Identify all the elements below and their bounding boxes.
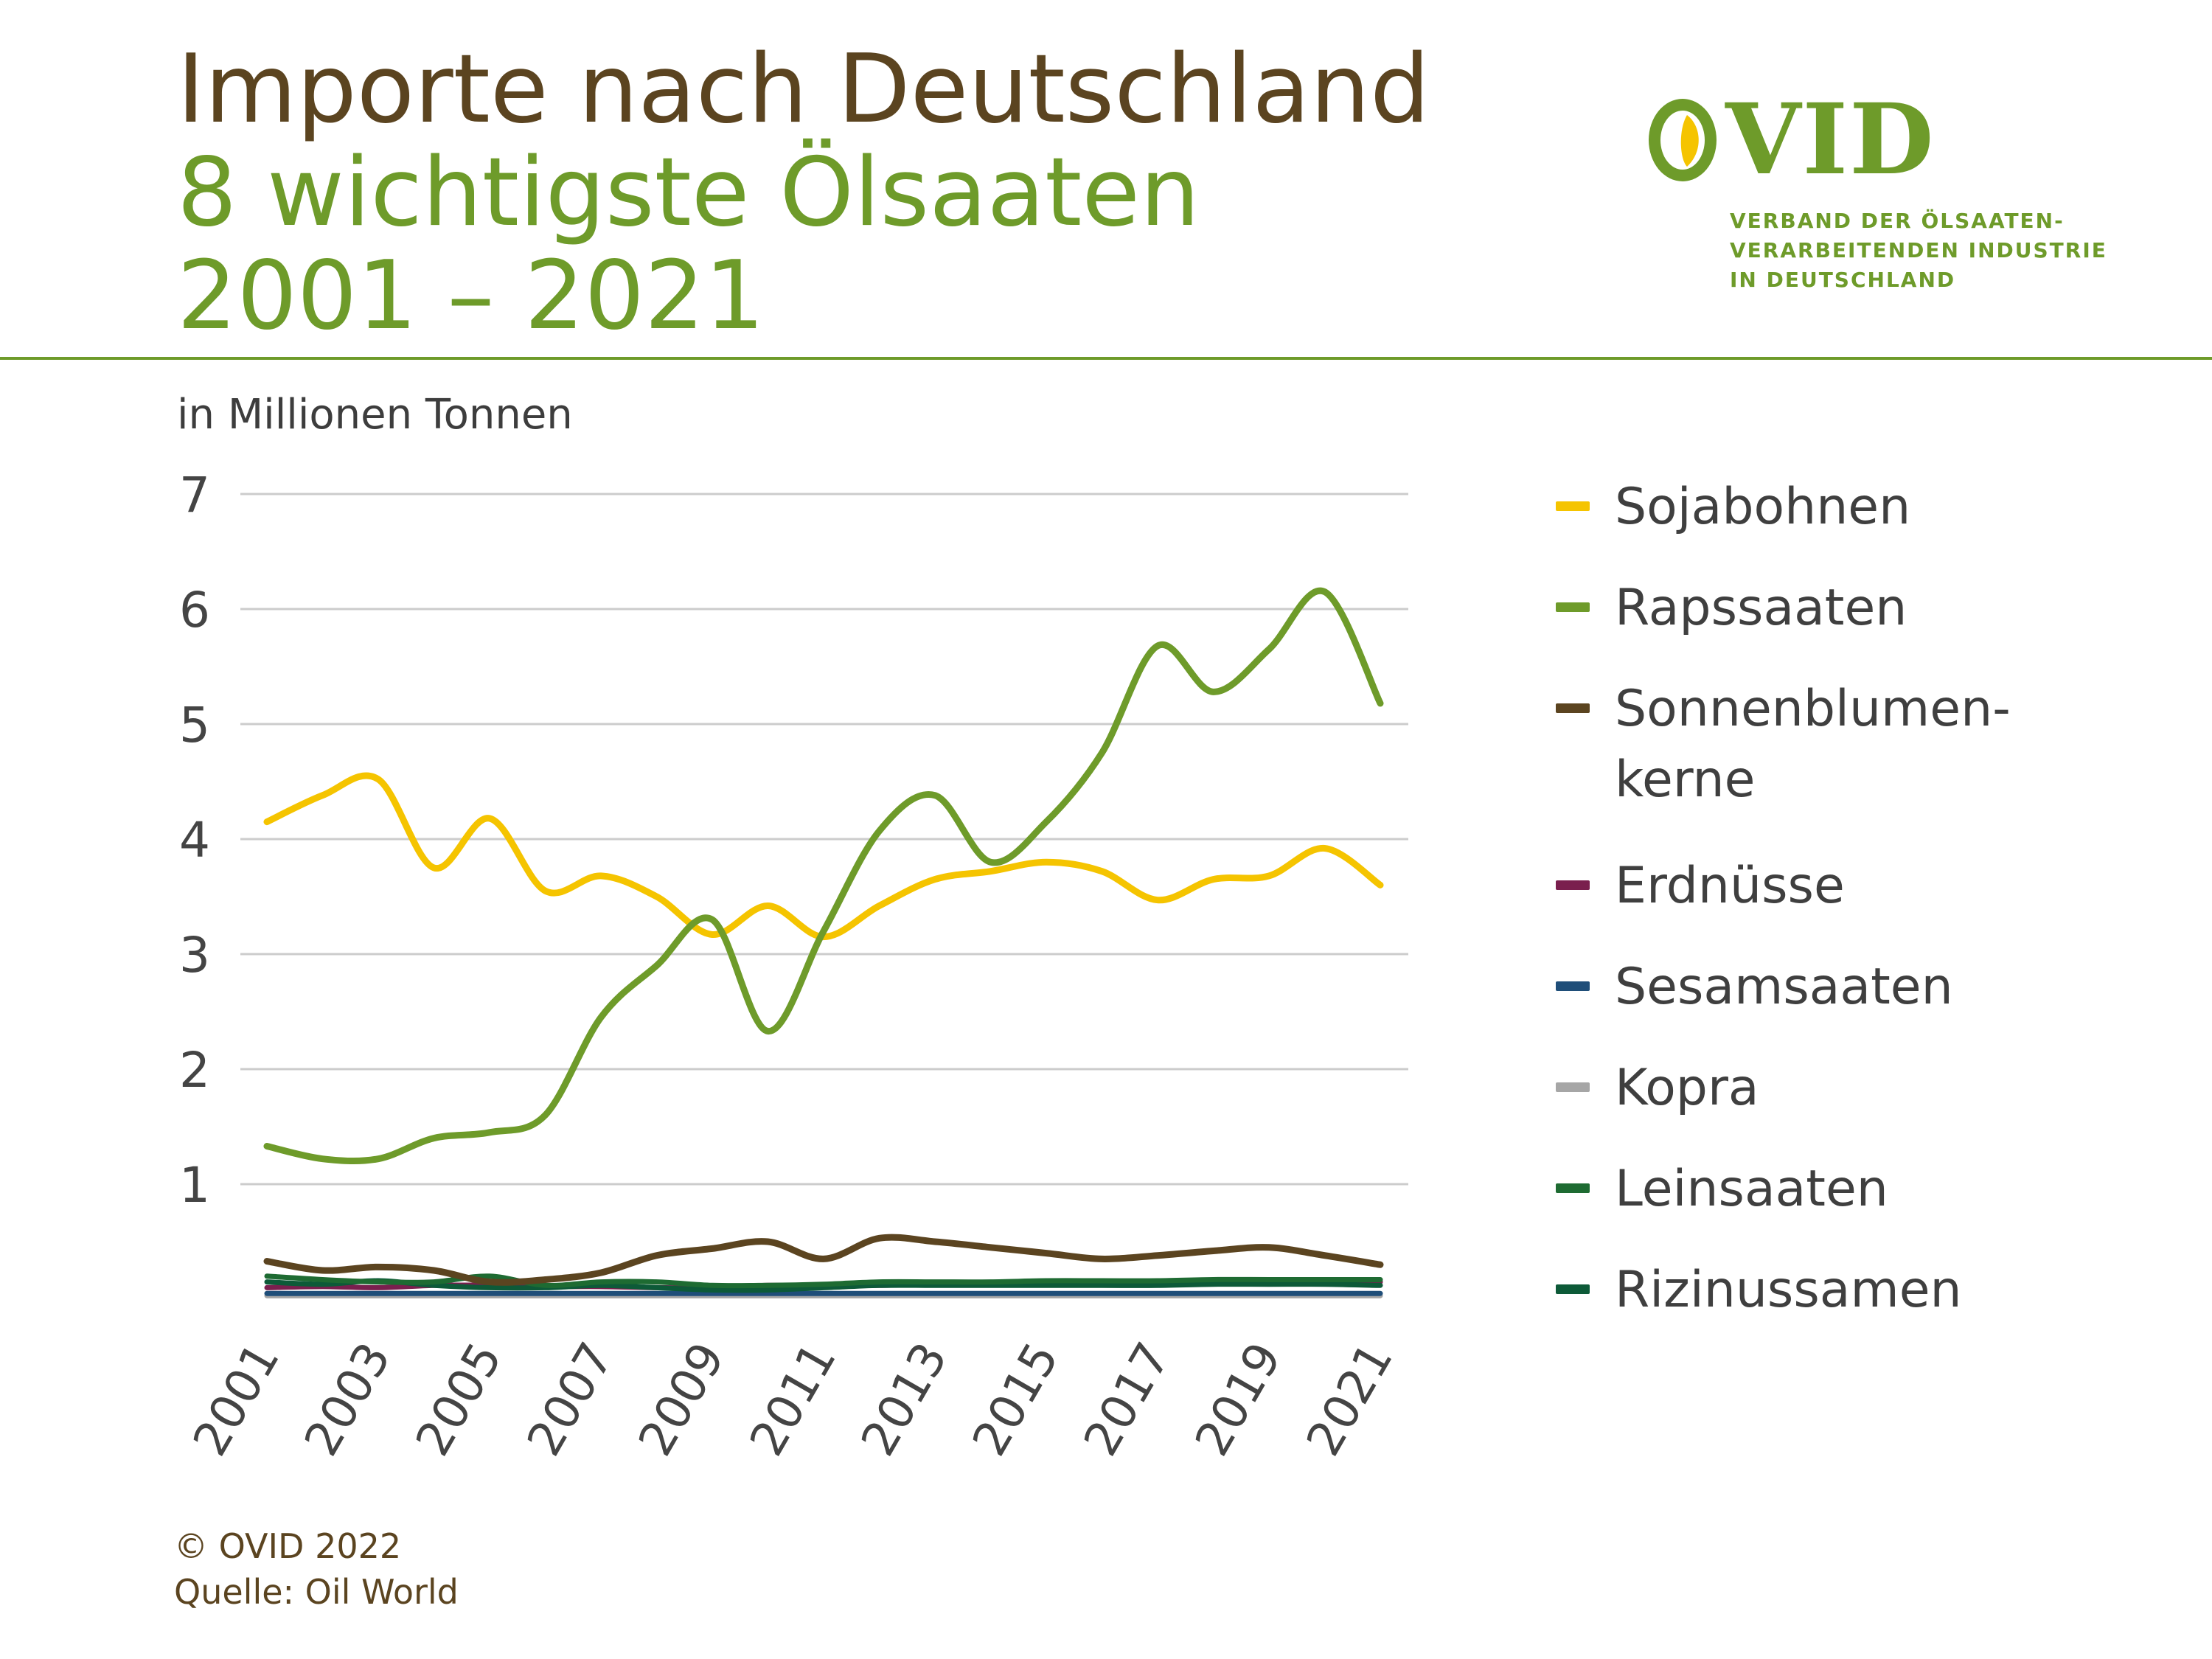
y-tick-label: 1 (179, 1157, 210, 1214)
ovid-logo: VID VERBAND DER ÖLSAATEN- VERARBEITENDEN… (1643, 88, 2106, 302)
legend-label: Rizinussamen (1615, 1261, 1962, 1319)
legend-label: Erdnüsse (1615, 857, 1845, 915)
legend-label: Kopra (1615, 1059, 1759, 1117)
legend-swatch (1556, 1082, 1590, 1092)
series-line-rapssaaten (263, 587, 1384, 1165)
legend-label-line: kerne (1615, 751, 1756, 809)
y-tick-label: 3 (179, 927, 210, 984)
legend-swatch (1556, 1284, 1590, 1294)
olive-drop-icon (1649, 99, 1717, 181)
chart-subtitle: 8 wichtigste Ölsaaten (177, 138, 1200, 248)
footer: © OVID 2022 Quelle: Oil World (174, 1523, 459, 1615)
series-line-sojabohnen (263, 772, 1384, 941)
logo-tagline-line: VERBAND DER ÖLSAATEN- (1730, 209, 2065, 233)
series-line-rizinussamen (264, 1278, 1383, 1293)
source-text: Quelle: Oil World (174, 1572, 459, 1612)
y-tick-label: 2 (179, 1042, 210, 1099)
grid-lines (240, 493, 1408, 1186)
x-tick-label: 2015 (962, 1334, 1070, 1465)
x-tick-label: 2005 (406, 1334, 513, 1465)
x-tick-label: 2003 (294, 1334, 402, 1465)
logo-tagline-line: IN DEUTSCHLAND (1730, 268, 1956, 292)
legend-item-rapssaaten[interactable]: Rapssaaten (1556, 573, 2190, 674)
chart-period: 2001 – 2021 (177, 241, 765, 351)
x-tick-label: 2021 (1296, 1334, 1404, 1465)
x-tick-label: 2009 (628, 1334, 736, 1465)
copyright-text: © OVID 2022 (174, 1526, 402, 1566)
legend-swatch (1556, 602, 1590, 612)
x-tick-label: 2001 (183, 1334, 291, 1465)
header-divider (0, 357, 2212, 360)
y-tick-label: 4 (179, 812, 210, 869)
y-tick-label: 5 (179, 697, 210, 754)
chart-title: Importe nach Deutschland (177, 35, 1430, 145)
y-tick-label: 6 (179, 582, 210, 639)
logo-tagline: VERBAND DER ÖLSAATEN- VERARBEITENDEN IND… (1730, 206, 2113, 295)
x-tick-label: 2007 (517, 1334, 625, 1465)
legend-item-sesamsaaten[interactable]: Sesamsaaten (1556, 952, 2190, 1053)
legend-item-rizinussamen[interactable]: Rizinussamen (1556, 1255, 2190, 1356)
series-line-sonnenblumen-kerne (263, 1234, 1384, 1286)
logo-wordmark: VID (1643, 88, 1935, 192)
legend-label: Sonnenblumen- kerne (1615, 674, 2175, 815)
legend-label-line: Sonnenblumen- (1615, 680, 2011, 738)
legend-swatch (1556, 703, 1590, 713)
legend-label: Sesamsaaten (1615, 958, 1953, 1016)
series-lines (263, 587, 1384, 1298)
legend-item-sojabohnen[interactable]: Sojabohnen (1556, 472, 2190, 573)
legend-swatch (1556, 981, 1590, 991)
legend-label: Rapssaaten (1615, 579, 1907, 637)
legend-label: Sojabohnen (1615, 478, 1911, 536)
legend-item-erdnuesse[interactable]: Erdnüsse (1556, 851, 2190, 952)
logo-wordmark-text: VID (1725, 83, 1935, 197)
unit-label: in Millionen Tonnen (177, 391, 573, 439)
legend-item-sonnenblumenkerne[interactable]: Sonnenblumen- kerne (1556, 674, 2190, 851)
legend-item-kopra[interactable]: Kopra (1556, 1053, 2190, 1154)
x-tick-label: 2019 (1185, 1334, 1293, 1465)
legend-item-leinsaaten[interactable]: Leinsaaten (1556, 1154, 2190, 1255)
x-axis-ticks: 2001 2003 2005 2007 2009 2011 2013 2015 2017 2019… (183, 1334, 1404, 1465)
x-tick-label: 2017 (1074, 1334, 1181, 1465)
y-tick-label: 7 (179, 467, 210, 524)
legend-label: Leinsaaten (1615, 1160, 1888, 1218)
legend-swatch (1556, 501, 1590, 511)
y-axis-ticks: 1 2 3 4 5 6 7 (179, 467, 210, 1214)
legend-swatch (1556, 880, 1590, 890)
series-line-leinsaaten (264, 1273, 1383, 1289)
x-tick-label: 2011 (740, 1334, 847, 1465)
logo-tagline-line: VERARBEITENDEN INDUSTRIE (1730, 238, 2107, 262)
legend-swatch (1556, 1183, 1590, 1193)
legend: Sojabohnen Rapssaaten Sonnenblumen- kern… (1556, 472, 2190, 1356)
x-tick-label: 2013 (851, 1334, 959, 1465)
